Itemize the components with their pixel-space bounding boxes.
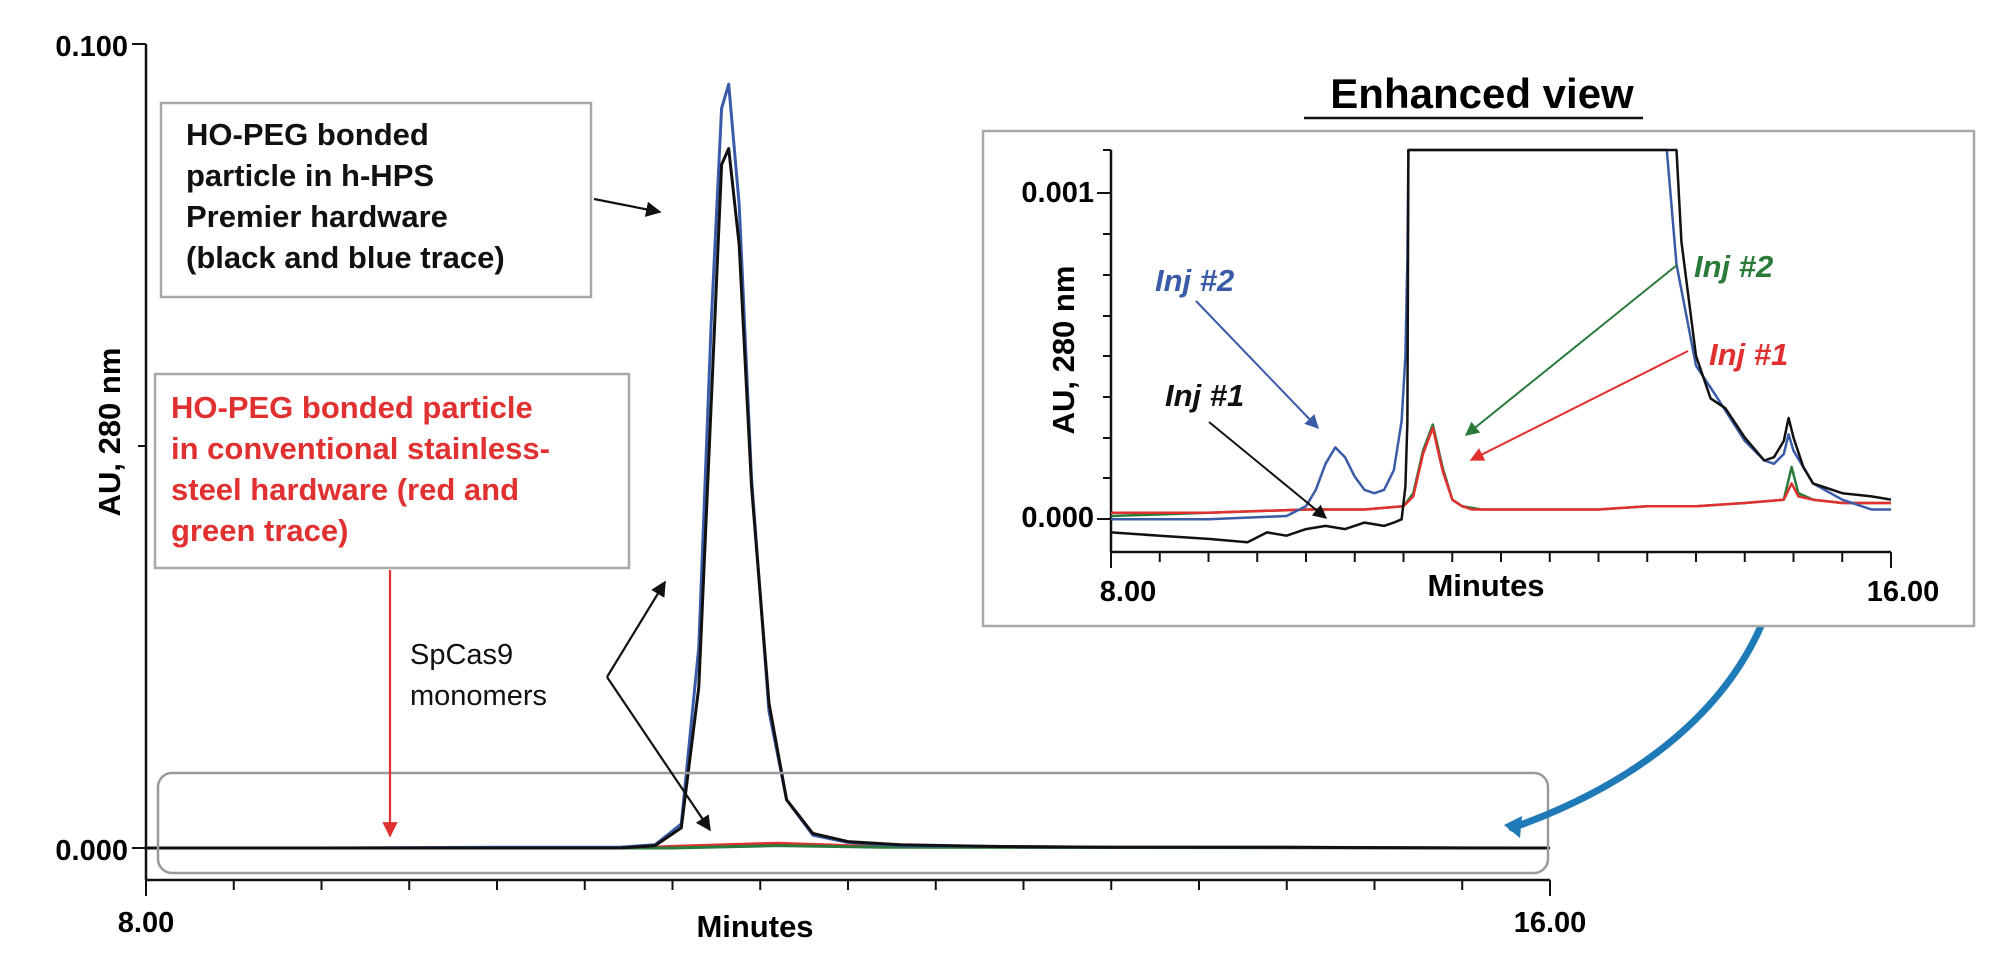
inset-chart: Enhanced view 0.001 0.000 8.00 16.00 Min… [981,70,1976,628]
main-x-axis-label: Minutes [696,909,813,944]
main-ticks [132,43,1551,896]
main-x-tick-label-right: 16.00 [1514,907,1587,939]
inset-traces [1111,148,1891,544]
callout-stainless-line-4: green trace) [171,513,348,548]
callout-premier-box [159,101,593,299]
callout-premier-text: HO-PEG bonded particle in h-HPS Premier … [186,117,505,275]
inset-label-black-inj1: Inj #1 [1165,378,1244,413]
inset-arrow-red-inj1 [1469,350,1689,461]
inset-arrow-green-inj2 [1464,264,1678,436]
callout-stainless-line-1: HO-PEG bonded particle [171,390,533,425]
inset-y-axis-label: AU, 280 nm [1046,266,1081,435]
callout-premier-line-1: HO-PEG bonded [186,117,429,152]
curved-arrow-to-inset [1508,599,1774,832]
inset-frame [981,129,1976,628]
inset-arrow-black-inj1 [1208,421,1328,519]
inset-x-axis-label: Minutes [1427,568,1544,603]
inset-arrow-blue-inj2 [1195,300,1319,430]
main-x-tick-label-left: 8.00 [118,907,174,939]
main-chart: 0.100 0.000 8.00 16.00 Minutes AU, 280 n… [55,31,1783,944]
inset-title: Enhanced view [1330,70,1634,117]
inset-label-red-inj1: Inj #1 [1709,337,1788,372]
callout-premier-line-3: Premier hardware [186,199,448,234]
monomer-label-line-1: SpCas9 [410,639,513,671]
callout-premier-line-4: (black and blue trace) [186,240,505,275]
inset-traces-black-trace [1111,148,1891,544]
main-y-axis-label: AU, 280 nm [92,348,127,517]
inset-x-tick-label-right: 16.00 [1867,576,1940,608]
callout-stainless-line-2: in conventional stainless- [171,431,550,466]
inset-label-green-inj2: Inj #2 [1694,249,1773,284]
main-traces-black-trace [146,147,1550,850]
inset-y-tick-label-top: 0.001 [1021,177,1094,209]
baseline-highlight-box [156,771,1550,875]
callout-stainless-text: HO-PEG bonded particle in conventional s… [171,390,550,548]
inset-x-tick-label-left: 8.00 [1100,576,1156,608]
inset-label-blue-inj2: Inj #2 [1155,263,1234,298]
curved-arrow-tail [1504,816,1522,838]
monomer-arrow-down [606,676,711,832]
monomer-label-line-2: monomers [410,680,547,712]
callout-premier-arrow [593,197,662,217]
inset-ticks [1097,149,1892,568]
callout-stainless-line-3: steel hardware (red and [171,472,519,507]
main-y-tick-label-bottom: 0.000 [55,835,128,867]
inset-y-tick-label-bottom: 0.000 [1021,502,1094,534]
callout-premier-line-2: particle in h-HPS [186,158,434,193]
main-y-tick-label-top: 0.100 [55,31,128,63]
main-traces [146,82,1551,850]
callout-stainless-box [153,372,631,570]
monomer-arrow-up [606,580,666,678]
